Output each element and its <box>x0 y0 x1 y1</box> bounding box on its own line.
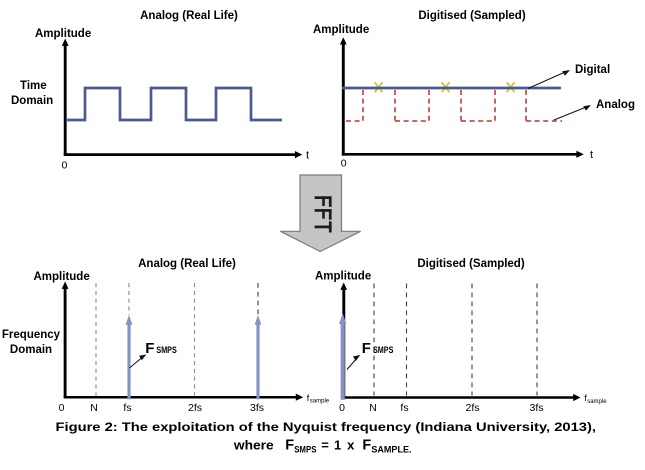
svg-text:F: F <box>285 438 294 454</box>
svg-text:fs: fs <box>123 402 131 414</box>
svg-text:N: N <box>369 402 377 414</box>
svg-text:SMPS: SMPS <box>156 345 176 355</box>
svg-text:3fs: 3fs <box>529 402 543 414</box>
svg-text:t: t <box>590 149 593 161</box>
svg-text:Frequency: Frequency <box>2 329 61 341</box>
svg-text:F: F <box>145 340 154 357</box>
svg-text:Amplitude: Amplitude <box>35 28 91 40</box>
svg-text:0: 0 <box>339 402 345 414</box>
svg-text:Time: Time <box>20 80 47 92</box>
svg-text:Amplitude: Amplitude <box>34 271 90 283</box>
svg-text:Domain: Domain <box>10 344 52 356</box>
svg-text:0: 0 <box>62 159 68 171</box>
svg-text:SMPS: SMPS <box>373 345 393 355</box>
svg-text:where: where <box>233 438 274 453</box>
svg-text:Digitised (Sampled): Digitised (Sampled) <box>417 258 525 270</box>
svg-text:F: F <box>362 340 371 357</box>
svg-text:=: = <box>321 438 329 453</box>
svg-text:sample: sample <box>587 399 607 405</box>
svg-text:Amplitude: Amplitude <box>313 24 369 36</box>
svg-text:0: 0 <box>59 402 65 414</box>
svg-text:Digital: Digital <box>575 64 610 76</box>
svg-text:SMPS: SMPS <box>294 444 316 454</box>
svg-text:2fs: 2fs <box>188 402 202 414</box>
svg-text:fs: fs <box>400 402 408 414</box>
svg-text:t: t <box>306 149 309 161</box>
svg-text:F: F <box>362 438 371 454</box>
svg-text:f: f <box>584 393 587 403</box>
svg-text:Amplitude: Amplitude <box>315 271 371 283</box>
svg-text:SAMPLE.: SAMPLE. <box>371 444 411 454</box>
svg-text:Analog (Real Life): Analog (Real Life) <box>138 258 236 270</box>
svg-text:Figure 2: The exploitation of: Figure 2: The exploitation of the Nyquis… <box>56 420 597 434</box>
svg-text:3fs: 3fs <box>250 402 264 414</box>
svg-text:0: 0 <box>341 158 347 170</box>
svg-text:Domain: Domain <box>11 95 53 107</box>
svg-text:f: f <box>307 393 310 403</box>
svg-text:1: 1 <box>334 438 341 453</box>
svg-text:Digitised (Sampled): Digitised (Sampled) <box>418 10 526 22</box>
svg-text:N: N <box>90 402 98 414</box>
svg-text:2fs: 2fs <box>465 402 479 414</box>
svg-text:x: x <box>347 438 355 453</box>
svg-text:sample: sample <box>310 399 330 405</box>
svg-text:Analog: Analog <box>596 99 635 111</box>
svg-text:Analog (Real Life): Analog (Real Life) <box>140 10 238 22</box>
